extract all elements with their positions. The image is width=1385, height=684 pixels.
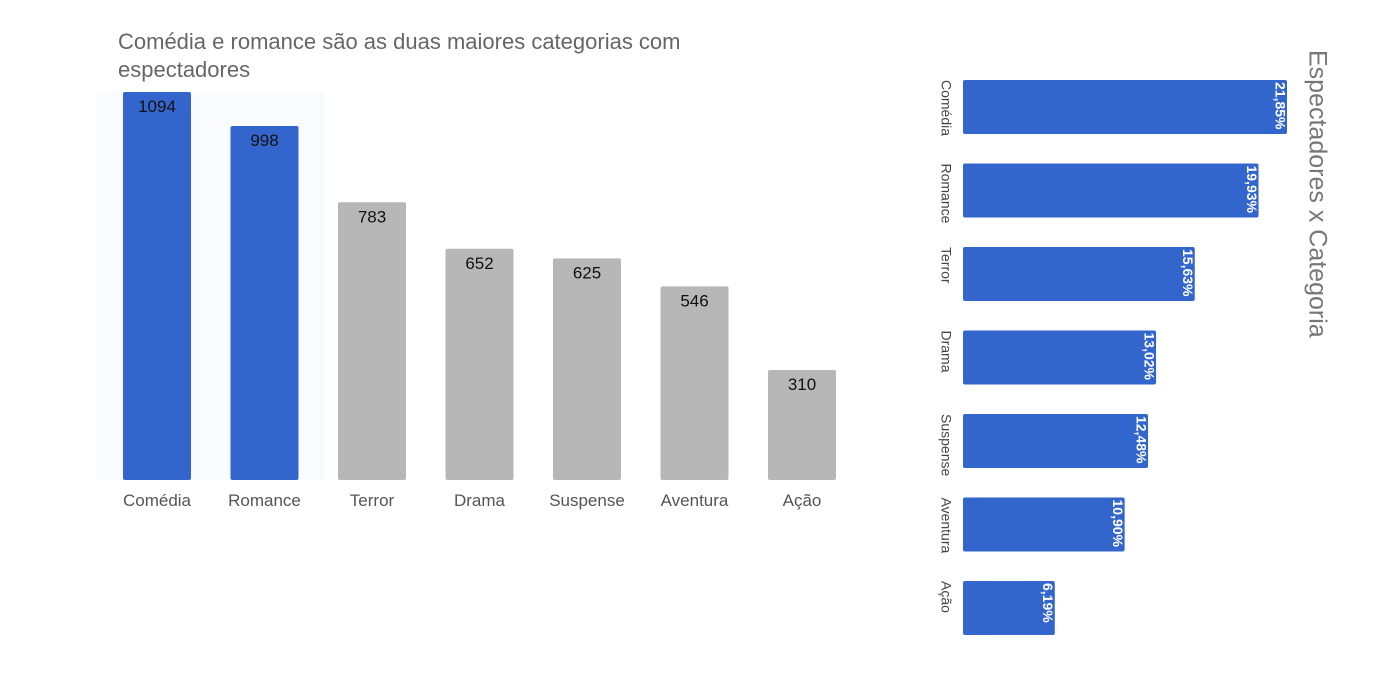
percent-label-drama: 13,02% xyxy=(1141,333,1157,381)
bar-chart-title: Comédia e romance são as duas maiores ca… xyxy=(118,29,681,82)
percent-chart-title: Espectadores x Categoria xyxy=(1303,50,1331,338)
category-label-aventura: Aventura xyxy=(661,491,729,510)
percent-category-label-romance: Romance xyxy=(938,164,954,224)
percent-label-romance: 19,93% xyxy=(1244,166,1260,214)
percent-category-label-drama: Drama xyxy=(938,331,954,373)
value-label-suspense: 625 xyxy=(573,263,601,282)
category-label-drama: Drama xyxy=(454,491,506,510)
bar-comedia xyxy=(123,92,191,480)
category-label-acao: Ação xyxy=(783,491,822,510)
percent-category-label-acao: Ação xyxy=(938,581,954,613)
percent-bar-comedia xyxy=(963,80,1287,134)
percent-bar-acao xyxy=(963,581,1055,635)
percent-category-label-aventura: Aventura xyxy=(938,498,954,554)
category-label-comedia: Comédia xyxy=(123,491,192,510)
bar-romance xyxy=(230,126,299,480)
bar-acao xyxy=(768,370,836,480)
percent-category-label-suspense: Suspense xyxy=(938,414,954,476)
value-label-comedia: 1094 xyxy=(138,97,176,116)
category-label-romance: Romance xyxy=(228,491,301,510)
value-label-acao: 310 xyxy=(788,375,816,394)
percent-label-aventura: 10,90% xyxy=(1110,500,1126,548)
category-label-terror: Terror xyxy=(350,491,395,510)
bar-suspense xyxy=(553,258,621,480)
percent-bar-suspense xyxy=(963,414,1149,468)
category-label-suspense: Suspense xyxy=(549,491,625,510)
percent-label-comedia: 21,85% xyxy=(1272,82,1288,130)
value-label-terror: 783 xyxy=(358,207,386,226)
percent-bar-drama xyxy=(963,330,1157,385)
value-label-drama: 652 xyxy=(465,254,493,273)
percent-bar-romance xyxy=(963,163,1259,218)
bar-terror xyxy=(338,202,406,481)
bar-drama xyxy=(445,248,514,480)
percent-label-suspense: 12,48% xyxy=(1133,416,1149,464)
percent-label-terror: 15,63% xyxy=(1180,249,1196,297)
bar-aventura xyxy=(660,286,729,480)
percent-category-label-comedia: Comédia xyxy=(938,80,954,136)
percent-label-acao: 6,19% xyxy=(1040,583,1056,623)
percent-bar-aventura xyxy=(963,497,1125,552)
percent-category-label-terror: Terror xyxy=(938,247,954,284)
value-label-aventura: 546 xyxy=(680,291,708,310)
value-label-romance: 998 xyxy=(250,131,278,150)
percent-bar-terror xyxy=(963,247,1195,301)
